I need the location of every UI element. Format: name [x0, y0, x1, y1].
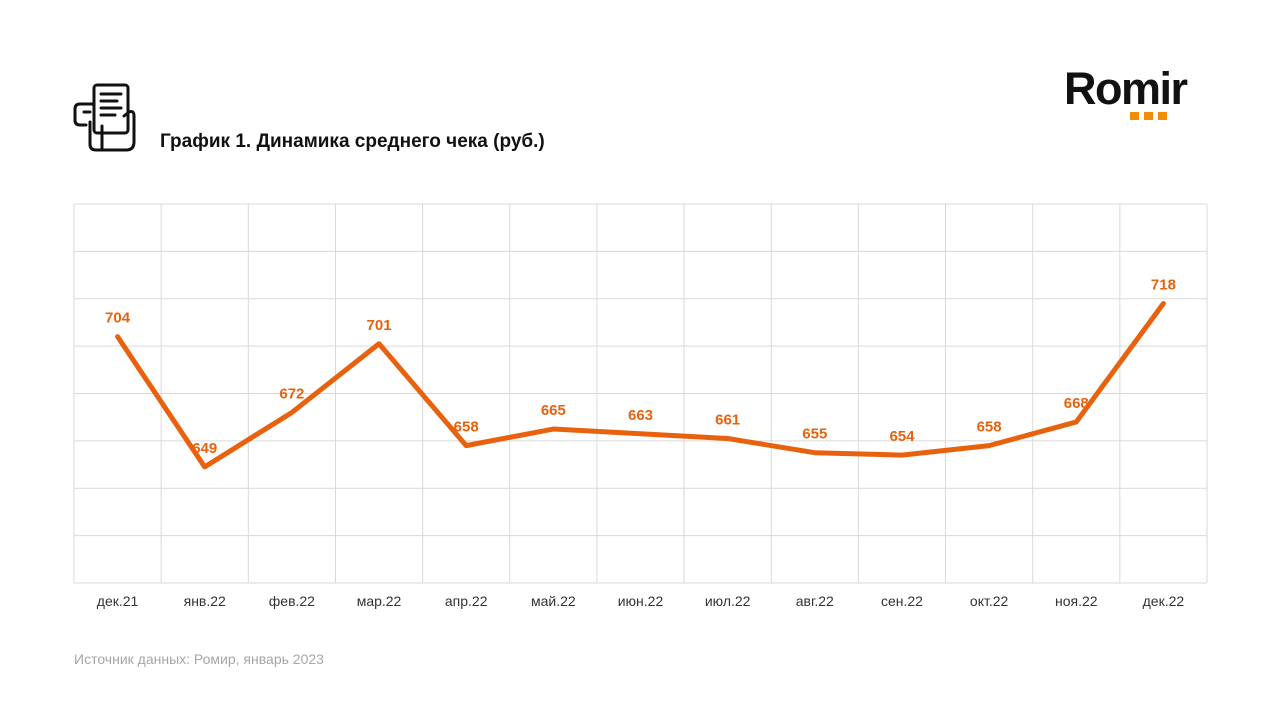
x-tick-label: фев.22: [269, 593, 315, 609]
x-tick-label: сен.22: [881, 593, 923, 609]
x-tick-label: апр.22: [445, 593, 488, 609]
data-point: [290, 410, 294, 414]
data-label: 718: [1151, 276, 1176, 293]
data-label: 665: [541, 402, 566, 419]
x-axis: дек.21 янв.22 фев.22 мар.22 апр.22 май.22 июн.…: [97, 593, 1185, 609]
data-point: [726, 437, 730, 441]
logo-text: Romir: [1064, 63, 1188, 114]
logo-dot: [1158, 112, 1167, 120]
x-tick-label: янв.22: [184, 593, 226, 609]
x-tick-label: май.22: [531, 593, 576, 609]
data-point: [377, 342, 381, 346]
data-label: 668: [1064, 395, 1089, 412]
x-tick-label: ноя.22: [1055, 593, 1098, 609]
data-label: 704: [105, 310, 131, 327]
x-tick-label: июл.22: [705, 593, 751, 609]
data-label: 663: [628, 407, 653, 424]
data-point: [1074, 420, 1078, 424]
grid: [73, 203, 1208, 584]
data-point: [987, 444, 991, 448]
data-point: [464, 444, 468, 448]
x-tick-label: авг.22: [796, 593, 834, 609]
data-label: 701: [367, 317, 392, 334]
data-point: [900, 453, 904, 457]
data-labels: 704 649 672 701 658 665 663 661 655 654 658 668 718: [105, 276, 1176, 456]
x-tick-label: мар.22: [357, 593, 402, 609]
x-tick-label: дек.21: [97, 593, 139, 609]
data-point: [813, 451, 817, 455]
logo-dots: [1130, 112, 1167, 120]
source-note: Источник данных: Ромир, январь 2023: [74, 651, 324, 667]
data-label: 654: [889, 428, 915, 445]
chart-title: График 1. Динамика среднего чека (руб.): [160, 131, 545, 152]
romir-logo: Romir: [1064, 62, 1214, 126]
data-point: [1161, 301, 1165, 305]
logo-dot: [1130, 112, 1139, 120]
data-point: [203, 465, 207, 469]
x-tick-label: июн.22: [618, 593, 664, 609]
data-point: [551, 427, 555, 431]
series-line: [115, 300, 1166, 470]
x-tick-label: окт.22: [970, 593, 1009, 609]
data-label: 649: [192, 440, 217, 457]
data-point: [639, 432, 642, 436]
series-layer: [115, 300, 1166, 470]
data-label: 661: [715, 412, 740, 429]
receipt-hand-icon: [73, 83, 136, 152]
x-tick-label: дек.22: [1143, 593, 1185, 609]
logo-dot: [1144, 112, 1153, 120]
data-label: 658: [977, 419, 1002, 436]
data-point: [116, 335, 120, 339]
data-label: 655: [802, 426, 827, 443]
data-label: 658: [454, 419, 479, 436]
data-label: 672: [279, 385, 304, 402]
